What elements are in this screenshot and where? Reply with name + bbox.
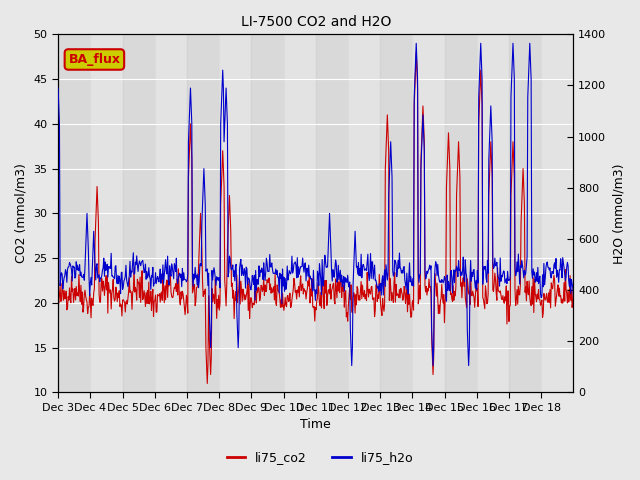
Bar: [380, 35, 412, 393]
Title: LI-7500 CO2 and H2O: LI-7500 CO2 and H2O: [241, 15, 391, 29]
Y-axis label: H2O (mmol/m3): H2O (mmol/m3): [612, 163, 625, 264]
X-axis label: Time: Time: [300, 419, 331, 432]
Bar: [187, 35, 219, 393]
Bar: [541, 35, 573, 393]
Text: BA_flux: BA_flux: [68, 53, 120, 66]
Bar: [509, 35, 541, 393]
Bar: [284, 35, 316, 393]
Legend: li75_co2, li75_h2o: li75_co2, li75_h2o: [221, 446, 419, 469]
Y-axis label: CO2 (mmol/m3): CO2 (mmol/m3): [15, 164, 28, 264]
Bar: [122, 35, 155, 393]
Bar: [219, 35, 252, 393]
Bar: [477, 35, 509, 393]
Bar: [90, 35, 122, 393]
Bar: [316, 35, 348, 393]
Bar: [58, 35, 90, 393]
Bar: [252, 35, 284, 393]
Bar: [445, 35, 477, 393]
Bar: [348, 35, 380, 393]
Bar: [155, 35, 187, 393]
Bar: [412, 35, 445, 393]
